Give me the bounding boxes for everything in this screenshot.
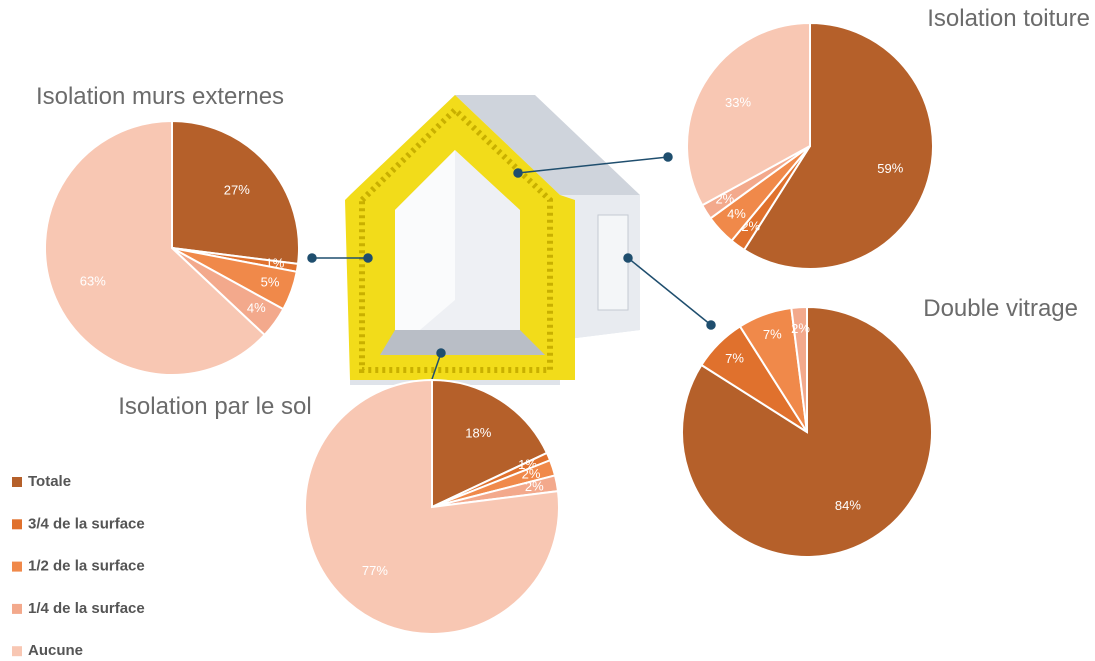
value-label: 4% — [247, 301, 266, 316]
legend-swatch — [12, 519, 22, 530]
value-label: 18% — [465, 426, 491, 441]
chart-title: Isolation toiture — [927, 5, 1090, 32]
pie-slice — [171, 119, 300, 266]
value-label: 2% — [525, 479, 544, 494]
chart-title: Isolation par le sol — [118, 393, 311, 420]
value-label: 63% — [80, 274, 106, 289]
value-label: 7% — [725, 351, 744, 366]
pie-slice — [304, 378, 560, 635]
pie-slice — [742, 21, 934, 270]
chart-title: Double vitrage — [923, 295, 1078, 322]
pie-slice — [686, 21, 811, 207]
legend-label: Totale — [28, 473, 71, 490]
legend-swatch — [12, 603, 22, 614]
value-label: 2% — [522, 466, 541, 481]
pie-slice — [790, 305, 808, 433]
house-illustration — [345, 95, 640, 385]
pie-slice — [431, 378, 549, 509]
value-label: 7% — [763, 327, 782, 342]
legend-swatch — [12, 646, 22, 657]
value-label: 84% — [835, 498, 861, 513]
pie-slice — [44, 119, 266, 376]
value-label: 5% — [261, 275, 280, 290]
legend-swatch — [12, 477, 22, 487]
value-label: 59% — [877, 161, 903, 176]
value-label: 4% — [727, 206, 746, 221]
value-label: 2% — [791, 321, 810, 336]
value-label: 27% — [224, 182, 250, 197]
legend-label: 3/4 de la surface — [28, 515, 145, 532]
value-label: 33% — [725, 95, 751, 110]
legend-label: 1/4 de la surface — [28, 600, 145, 617]
chart-title: Isolation murs externes — [36, 83, 284, 110]
legend-swatch — [12, 561, 22, 572]
legend-label: Aucune — [28, 642, 83, 659]
legend-label: 1/2 de la surface — [28, 558, 145, 575]
value-label: 77% — [362, 563, 388, 578]
